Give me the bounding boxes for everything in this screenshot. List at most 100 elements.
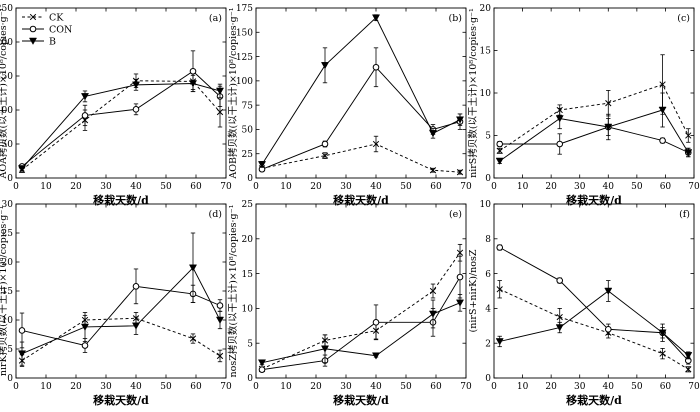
y-tick-label-3-2: 10 [2, 316, 14, 326]
x-tick-label-0-2: 20 [70, 182, 82, 192]
x-axis-label-2: 移栽天数/d [566, 193, 622, 207]
panel-0: 0 10 20 30 40 50 60 70 0 50 100 150 200 250AOA拷贝数(以干土… [0, 4, 232, 207]
y-tick-label-1-0: 0 [247, 174, 253, 184]
panel-1: 0 10 20 30 40 50 60 70 0 25 50 75 100 125 150 175AOB拷贝数… [227, 4, 472, 207]
marker-p4-s2-0 [257, 359, 267, 367]
marker-p0-s2-0 [17, 165, 27, 173]
marker-p3-s2-4 [215, 316, 225, 324]
panel-label-5: (f) [679, 209, 690, 220]
y-axis-label-3: nirK拷贝数(以干土计)×10⁸/copies·g⁻¹ [0, 206, 9, 377]
x-axis-label-1: 移栽天数/d [333, 193, 389, 207]
marker-p2-s1-1 [556, 140, 564, 148]
panel-2: 0 10 20 30 40 50 60 7005101520nirS拷贝数(以干土计)×10⁸… [467, 4, 700, 207]
x-tick-label-4-6: 60 [430, 382, 442, 392]
x-tick-label-4-0: 0 [253, 382, 259, 392]
x-tick-label-2-6: 60 [660, 182, 672, 192]
marker-p3-s0-3-b [189, 335, 197, 342]
plot-frame-5 [493, 203, 695, 379]
x-axis-label-0: 移栽天数/d [93, 193, 149, 207]
x-tick-label-2-3: 30 [574, 182, 586, 192]
panel-label-0: (a) [209, 13, 222, 24]
y-tick-label-1-6: 150 [236, 28, 253, 38]
x-tick-label-4-2: 20 [310, 382, 322, 392]
legend-label-B: B [49, 36, 56, 47]
marker-p1-s2-2 [371, 14, 381, 22]
x-tick-label-5-2: 20 [545, 382, 557, 392]
y-tick-label-4-0: 0 [247, 374, 253, 384]
x-axis-label-3: 移栽天数/d [93, 393, 149, 407]
marker-p1-s0-4-b [456, 169, 464, 176]
marker-p0-s2-2 [131, 81, 141, 89]
marker-p3-s2-0 [17, 350, 27, 358]
x-tick-label-2-1: 10 [517, 182, 529, 192]
y-tick-label-1-3: 75 [242, 101, 254, 111]
x-tick-label-5-1: 10 [517, 382, 529, 392]
x-tick-label-4-3: 30 [340, 382, 352, 392]
marker-p0-sleg-1 [29, 25, 37, 33]
y-tick-label-1-1: 25 [242, 150, 254, 160]
plot-frame-0 [15, 7, 227, 179]
marker-p3-s2-1 [80, 323, 90, 331]
marker-p1-s0-2-b [372, 140, 380, 148]
marker-p4-s2-2 [371, 352, 381, 360]
panel-label-1: (b) [449, 13, 463, 24]
marker-p0-s2-1 [80, 93, 90, 101]
marker-p2-s0-4-b [685, 132, 692, 139]
x-tick-label-0-3: 30 [100, 182, 112, 192]
y-tick-label-5-4: 8 [485, 235, 491, 245]
y-tick-label-0-2: 100 [0, 106, 13, 116]
marker-p5-s0-4-b [685, 366, 692, 373]
x-tick-label-2-2: 20 [545, 182, 557, 192]
x-tick-label-0-6: 60 [190, 182, 202, 192]
marker-p3-s2-3 [188, 264, 198, 272]
x-tick-label-1-4: 40 [370, 182, 382, 192]
marker-p3-s1-4 [216, 302, 224, 309]
series-line-0-CK [21, 80, 221, 171]
marker-p3-s1-1 [81, 342, 89, 349]
marker-p4-s0-4-b [456, 249, 464, 256]
x-tick-label-3-1: 10 [40, 382, 52, 392]
series-line-3-CK [21, 317, 221, 361]
marker-p1-s0-1-b [321, 152, 329, 159]
y-tick-label-3-0: 0 [7, 374, 13, 384]
marker-p5-s1-0 [496, 244, 504, 251]
marker-p2-s1-0 [496, 140, 504, 148]
series-line-2-B [499, 109, 689, 162]
marker-p5-s2-1 [555, 324, 564, 332]
marker-p2-s2-2 [604, 123, 613, 131]
x-tick-label-1-2: 20 [310, 182, 322, 192]
marker-p0-s2-4 [215, 87, 225, 95]
x-tick-label-4-5: 50 [400, 382, 412, 392]
panel-label-4: (e) [449, 209, 462, 220]
marker-p4-s2-3 [428, 310, 438, 318]
marker-p4-s0-3-b [429, 287, 437, 295]
x-tick-label-0-7: 70 [220, 182, 232, 192]
marker-p1-s2-1 [320, 62, 330, 70]
marker-p2-s0-0-b [496, 147, 503, 154]
y-tick-label-5-2: 4 [485, 305, 491, 315]
x-tick-label-0-4: 40 [130, 182, 142, 192]
x-tick-label-4-4: 40 [370, 382, 382, 392]
y-tick-label-1-4: 100 [236, 77, 253, 87]
marker-p5-s2-2 [604, 287, 613, 295]
x-tick-label-5-5: 50 [631, 382, 643, 392]
x-tick-label-3-4: 40 [130, 382, 142, 392]
y-tick-label-2-2: 10 [480, 89, 492, 99]
marker-p3-s2-2 [131, 322, 141, 330]
x-tick-label-5-3: 30 [574, 382, 586, 392]
series-line-1-B [261, 16, 461, 165]
plot-frame-4 [255, 203, 467, 379]
x-tick-label-1-1: 10 [280, 182, 292, 192]
marker-p0-sleg-2 [28, 37, 38, 45]
x-tick-label-0-0: 0 [13, 182, 19, 192]
panel-label-3: (d) [209, 209, 223, 220]
x-tick-label-4-7: 70 [460, 382, 472, 392]
series-line-5-CON [499, 247, 689, 361]
y-tick-label-0-4: 200 [0, 38, 13, 48]
marker-p4-s2-4 [455, 299, 465, 307]
marker-p1-s2-3 [428, 130, 438, 138]
x-axis-label-4: 移栽天数/d [333, 393, 389, 407]
marker-p4-s1-4 [456, 273, 464, 281]
y-tick-label-0-5: 250 [0, 4, 13, 14]
